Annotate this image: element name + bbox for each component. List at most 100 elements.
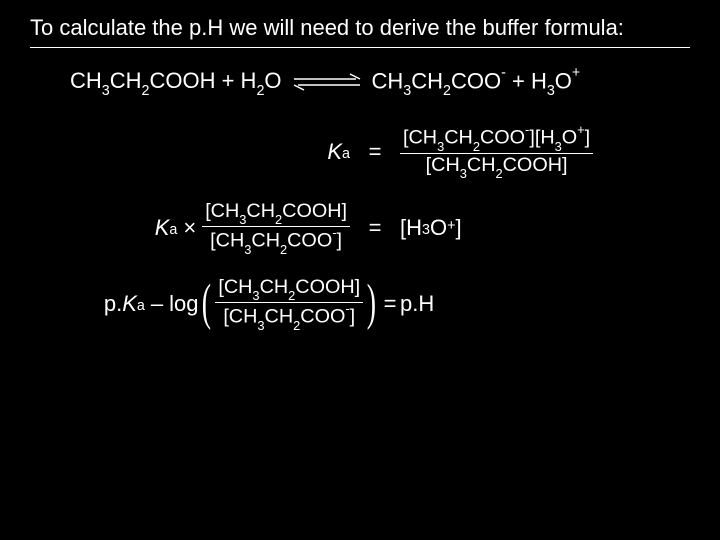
t: COOH] [282, 200, 347, 222]
t: 3 [422, 222, 430, 238]
t: 2 [443, 83, 451, 99]
log-label: log [169, 291, 198, 317]
t: K [155, 215, 170, 241]
slide-title: To calculate the p.H we will need to der… [30, 14, 690, 48]
fraction: [CH3CH2COOH] [CH3CH2COO-] [202, 201, 350, 255]
eq1-lhs: Ka [70, 139, 350, 165]
slide-container: To calculate the p.H we will need to der… [0, 0, 720, 367]
t: CH [110, 68, 142, 93]
t: 3 [555, 139, 562, 154]
reaction-equation: CH3CH2COOH + H2O CH3CH2COO- + H3O+ [70, 68, 690, 98]
numerator: [CH3CH2COO-][H3O+] [400, 125, 593, 154]
eq2-rhs: [H3O+] [400, 215, 462, 241]
t: CH [70, 68, 102, 93]
t: + H [506, 68, 547, 93]
t: 3 [257, 318, 264, 333]
t: COO [300, 306, 345, 328]
slide-content: CH3CH2COOH + H2O CH3CH2COO- + H3O+ Ka = [30, 68, 690, 331]
reaction-rhs: CH3CH2COO- + H3O+ [372, 68, 581, 98]
t: ] [585, 127, 591, 149]
t: - [332, 225, 336, 240]
t: a [342, 146, 350, 162]
t: CH [411, 68, 443, 93]
t: p. [104, 291, 122, 317]
t: [H [400, 215, 422, 241]
t: 2 [473, 139, 480, 154]
t: ] [350, 306, 356, 328]
denominator: [CH3CH2COO-] [220, 303, 358, 331]
t: CH [467, 154, 496, 176]
equals-sign: = [350, 215, 400, 241]
eq3-lhs: p.Ka – log ( [CH3CH2COOH] [CH3CH2COO-] ) [70, 277, 380, 331]
t: 3 [437, 139, 444, 154]
t: COO [451, 68, 501, 93]
t: O [555, 68, 572, 93]
t: CH [444, 127, 473, 149]
t: 3 [252, 288, 259, 303]
fraction: [CH3CH2COO-][H3O+] [CH3CH2COOH] [400, 125, 593, 179]
t: K [122, 291, 137, 317]
equation-ka-definition: Ka = [CH3CH2COO-][H3O+] [CH3CH2COOH] [70, 125, 690, 179]
t: O [264, 68, 281, 93]
t: [CH [223, 306, 257, 328]
t: 2 [275, 212, 282, 227]
t: CH [260, 276, 289, 298]
t: 2 [256, 83, 264, 99]
t: - [345, 301, 349, 316]
equals-sign: = [350, 139, 400, 165]
t: + [572, 65, 580, 81]
t: [CH [218, 276, 252, 298]
t: CH [265, 306, 294, 328]
t: a [169, 222, 177, 238]
t: - [525, 122, 529, 137]
ph-label: p.H [400, 291, 434, 317]
equilibrium-arrow-icon [292, 72, 362, 92]
t: O [562, 127, 577, 149]
t: CH [246, 200, 275, 222]
fraction: [CH3CH2COOH] [CH3CH2COO-] [215, 277, 363, 331]
t: COOH] [503, 154, 568, 176]
eq3-rhs: p.H [400, 291, 434, 317]
equals-sign: = [380, 291, 400, 317]
t: [CH [205, 200, 239, 222]
t: CH [372, 68, 404, 93]
equation-ph: p.Ka – log ( [CH3CH2COOH] [CH3CH2COO-] )… [70, 277, 690, 331]
t: 3 [547, 83, 555, 99]
t: COOH + H [149, 68, 256, 93]
t: 2 [280, 242, 287, 257]
eq2-lhs: Ka × [CH3CH2COOH] [CH3CH2COO-] [70, 201, 350, 255]
denominator: [CH3CH2COO-] [207, 227, 345, 255]
t: [CH [426, 154, 460, 176]
t: 2 [293, 318, 300, 333]
t: 3 [460, 166, 467, 181]
t: + [447, 218, 455, 234]
t: ][H [529, 127, 554, 149]
denominator: [CH3CH2COOH] [423, 154, 571, 179]
t: 3 [239, 212, 246, 227]
equation-h3o: Ka × [CH3CH2COOH] [CH3CH2COO-] = [H3O+] [70, 201, 690, 255]
eq1-rhs: [CH3CH2COO-][H3O+] [CH3CH2COOH] [400, 125, 593, 179]
t: 2 [288, 288, 295, 303]
reaction-lhs: CH3CH2COOH + H2O [70, 68, 282, 97]
t: COO [480, 127, 525, 149]
t: O [430, 215, 447, 241]
multiply-sign: × [183, 215, 196, 241]
numerator: [CH3CH2COOH] [202, 201, 350, 227]
t: a [137, 298, 145, 314]
t: 3 [403, 83, 411, 99]
t: 3 [244, 242, 251, 257]
t: K [327, 139, 342, 165]
numerator: [CH3CH2COOH] [215, 277, 363, 303]
t: COO [287, 230, 332, 252]
t: ] [455, 215, 461, 241]
t: 2 [495, 166, 502, 181]
t: 2 [142, 83, 150, 99]
t: - [501, 65, 506, 81]
t: [CH [403, 127, 437, 149]
t: [CH [210, 230, 244, 252]
minus-sign: – [151, 291, 163, 317]
t: 3 [102, 83, 110, 99]
t: + [577, 122, 585, 137]
t: CH [251, 230, 280, 252]
t: COOH] [295, 276, 360, 298]
